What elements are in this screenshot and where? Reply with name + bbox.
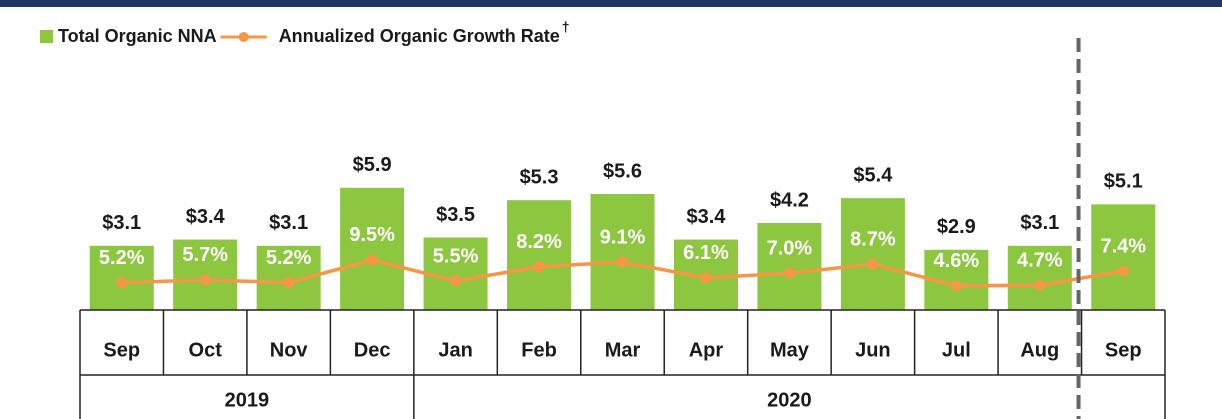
group-label: 2020 [767, 389, 812, 411]
growth-label-bg [931, 249, 982, 274]
growth-marker [867, 258, 879, 270]
legend-label: Total Organic NNA [58, 26, 217, 46]
growth-marker [116, 277, 128, 289]
x-tick-label: Jul [942, 339, 971, 361]
x-tick-label: Nov [270, 339, 309, 361]
x-tick-label: Mar [605, 339, 641, 361]
bar-value-label: $3.1 [102, 212, 141, 234]
growth-marker [199, 274, 211, 286]
bar [757, 223, 822, 310]
growth-marker [1117, 265, 1129, 277]
growth-marker [783, 267, 795, 279]
growth-value-label: 5.2% [266, 247, 312, 269]
bar-value-label: $5.9 [353, 154, 392, 176]
bar-value-label: $3.4 [186, 206, 226, 228]
x-tick-label: Apr [689, 339, 724, 361]
growth-label-bg [681, 241, 731, 266]
growth-value-label: 7.4% [1100, 235, 1146, 257]
growth-value-label: 6.1% [683, 242, 729, 264]
legend-marker [238, 32, 249, 42]
bar [340, 187, 405, 310]
bar [840, 198, 905, 310]
bar-value-label: $3.1 [1020, 212, 1059, 234]
growth-value-label: 8.2% [516, 231, 562, 253]
growth-label-bg [263, 246, 314, 271]
growth-value-label: 8.7% [850, 228, 896, 250]
growth-marker [450, 275, 462, 287]
group-label: 2019 [225, 389, 270, 411]
growth-value-label: 5.7% [182, 244, 228, 266]
growth-marker [1034, 279, 1046, 291]
growth-marker [533, 261, 545, 273]
growth-marker [283, 277, 295, 289]
growth-value-label: 4.7% [1017, 249, 1063, 271]
bar [590, 194, 655, 310]
growth-marker [617, 256, 628, 268]
growth-value-label: 7.0% [767, 237, 813, 259]
growth-value-label: 9.1% [600, 226, 646, 248]
growth-marker [366, 254, 378, 266]
growth-value-label: 5.5% [433, 245, 479, 267]
growth-value-label: 5.2% [99, 247, 145, 269]
growth-label-bg [180, 243, 230, 268]
bar [507, 200, 572, 310]
x-tick-label: Sep [103, 339, 140, 361]
growth-label-bg [347, 223, 397, 248]
bar-value-label: $2.9 [937, 216, 976, 238]
growth-label-bg [430, 245, 481, 269]
growth-value-label: 4.6% [934, 250, 980, 272]
bar-value-label: $3.5 [436, 204, 475, 226]
growth-label-bg [96, 246, 147, 271]
x-tick-label: May [770, 339, 810, 361]
x-tick-label: Jan [438, 339, 472, 361]
x-tick-label: Oct [189, 339, 223, 361]
growth-marker [950, 280, 962, 292]
bar-value-label: $5.4 [853, 164, 893, 186]
x-tick-label: Aug [1020, 339, 1059, 361]
bar-value-label: $5.6 [603, 160, 642, 182]
legend-swatch [40, 30, 53, 43]
x-tick-label: Dec [354, 339, 391, 361]
growth-marker [700, 272, 712, 284]
x-tick-label: Feb [521, 339, 557, 361]
legend-label: Annualized Organic Growth Rate [279, 26, 560, 46]
growth-label-bg [848, 228, 898, 253]
legend-footnote: † [562, 19, 570, 35]
growth-label-bg [514, 230, 564, 255]
top-band [0, 0, 1222, 7]
bar-value-label: $4.2 [770, 189, 809, 211]
bar-value-label: $5.3 [520, 166, 559, 188]
growth-value-label: 9.5% [349, 224, 395, 246]
growth-label-bg [597, 226, 648, 251]
x-tick-label: Sep [1105, 339, 1142, 361]
growth-label-bg [764, 237, 815, 262]
growth-label-bg [1015, 249, 1065, 274]
legend: Total Organic NNA Annualized Organic Grow… [40, 19, 570, 46]
bar-value-label: $5.1 [1104, 171, 1143, 193]
bar-value-label: $3.1 [269, 212, 308, 234]
x-tick-label: Jun [855, 339, 891, 361]
growth-label-bg [1098, 234, 1149, 259]
bar-value-label: $3.4 [686, 206, 726, 228]
